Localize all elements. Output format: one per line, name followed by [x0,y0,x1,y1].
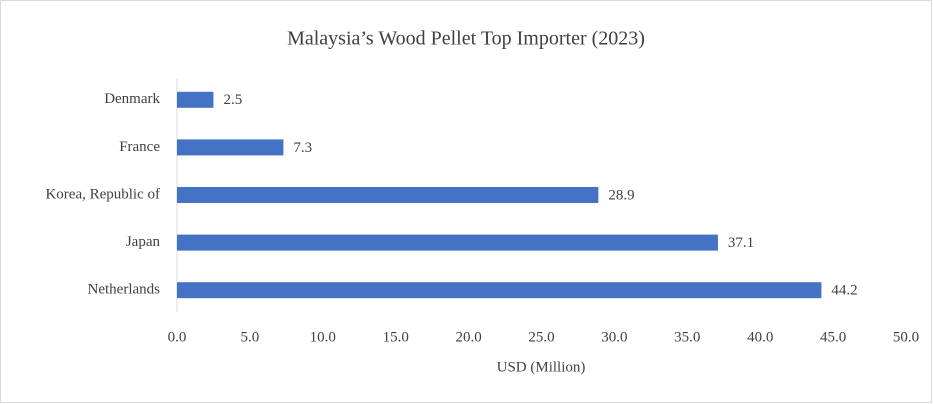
x-tick-label: 20.0 [455,329,481,345]
x-tick-label: 10.0 [310,329,336,345]
y-tick-label: Denmark [104,91,160,107]
x-tick-label: 5.0 [241,329,260,345]
x-tick-label: 0.0 [168,329,187,345]
data-label: 28.9 [608,187,634,203]
x-tick-label: 50.0 [893,329,919,345]
bar [177,139,284,156]
chart-title: Malaysia’s Wood Pellet Top Importer (202… [287,28,645,50]
x-tick-label: 35.0 [674,329,700,345]
bar [177,234,718,251]
y-tick-label: France [119,139,160,155]
y-tick-label: Netherlands [88,282,161,298]
bar [177,282,822,299]
x-axis-label: USD (Million) [497,359,586,375]
x-tick-label: 30.0 [601,329,627,345]
bar [177,187,599,203]
data-label: 2.5 [223,92,242,108]
bar [177,91,214,108]
data-label: 7.3 [293,140,312,156]
data-label: 37.1 [728,235,754,251]
x-tick-label: 15.0 [383,329,409,345]
data-label: 44.2 [831,283,857,299]
x-tick-label: 25.0 [528,329,554,345]
y-tick-label: Korea, Republic of [45,186,160,202]
x-tick-label: 40.0 [747,329,773,345]
x-tick-label: 45.0 [820,329,846,345]
y-tick-label: Japan [126,234,161,250]
